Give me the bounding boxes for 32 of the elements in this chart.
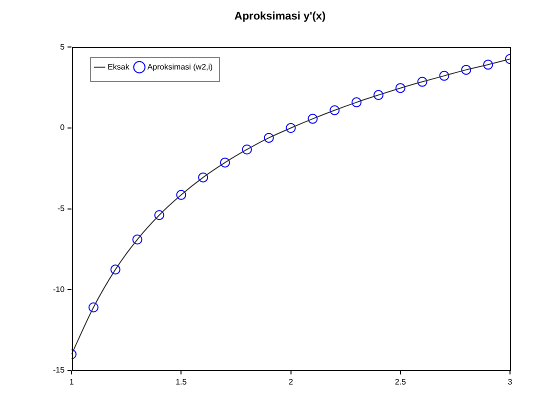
x-tick-label: 1.5: [176, 377, 188, 386]
point: [264, 132, 274, 143]
y-tick-label: -15: [53, 366, 66, 375]
point: [154, 210, 164, 220]
point: [132, 234, 142, 245]
x-tick-label: 3: [508, 377, 513, 386]
point: [461, 64, 472, 75]
chart-title: Aproksimasi y'(x): [234, 10, 326, 23]
x-tick-label: 2: [288, 377, 294, 386]
point: [330, 105, 340, 116]
point: [439, 70, 450, 81]
point: [352, 97, 362, 108]
point: [176, 190, 186, 200]
legend-label: Aproksimasi (w2,i): [147, 62, 214, 72]
point: [242, 144, 252, 154]
point: [483, 60, 494, 70]
point: [110, 264, 120, 275]
x-tick-label: 2.5: [394, 377, 406, 386]
y-tick-label: 5: [60, 42, 66, 52]
x-tick-label: 1: [69, 377, 74, 386]
point: [286, 123, 296, 133]
point: [308, 114, 318, 124]
y-tick-label: 0: [60, 123, 66, 132]
point: [220, 158, 230, 168]
point: [417, 76, 428, 87]
y-tick-label: -10: [53, 284, 66, 294]
y-tick-label: -5: [57, 204, 66, 214]
point: [198, 172, 208, 182]
point: [395, 83, 406, 94]
point: [373, 90, 384, 100]
point: [88, 302, 98, 312]
legend-label: Eksak: [108, 62, 130, 72]
